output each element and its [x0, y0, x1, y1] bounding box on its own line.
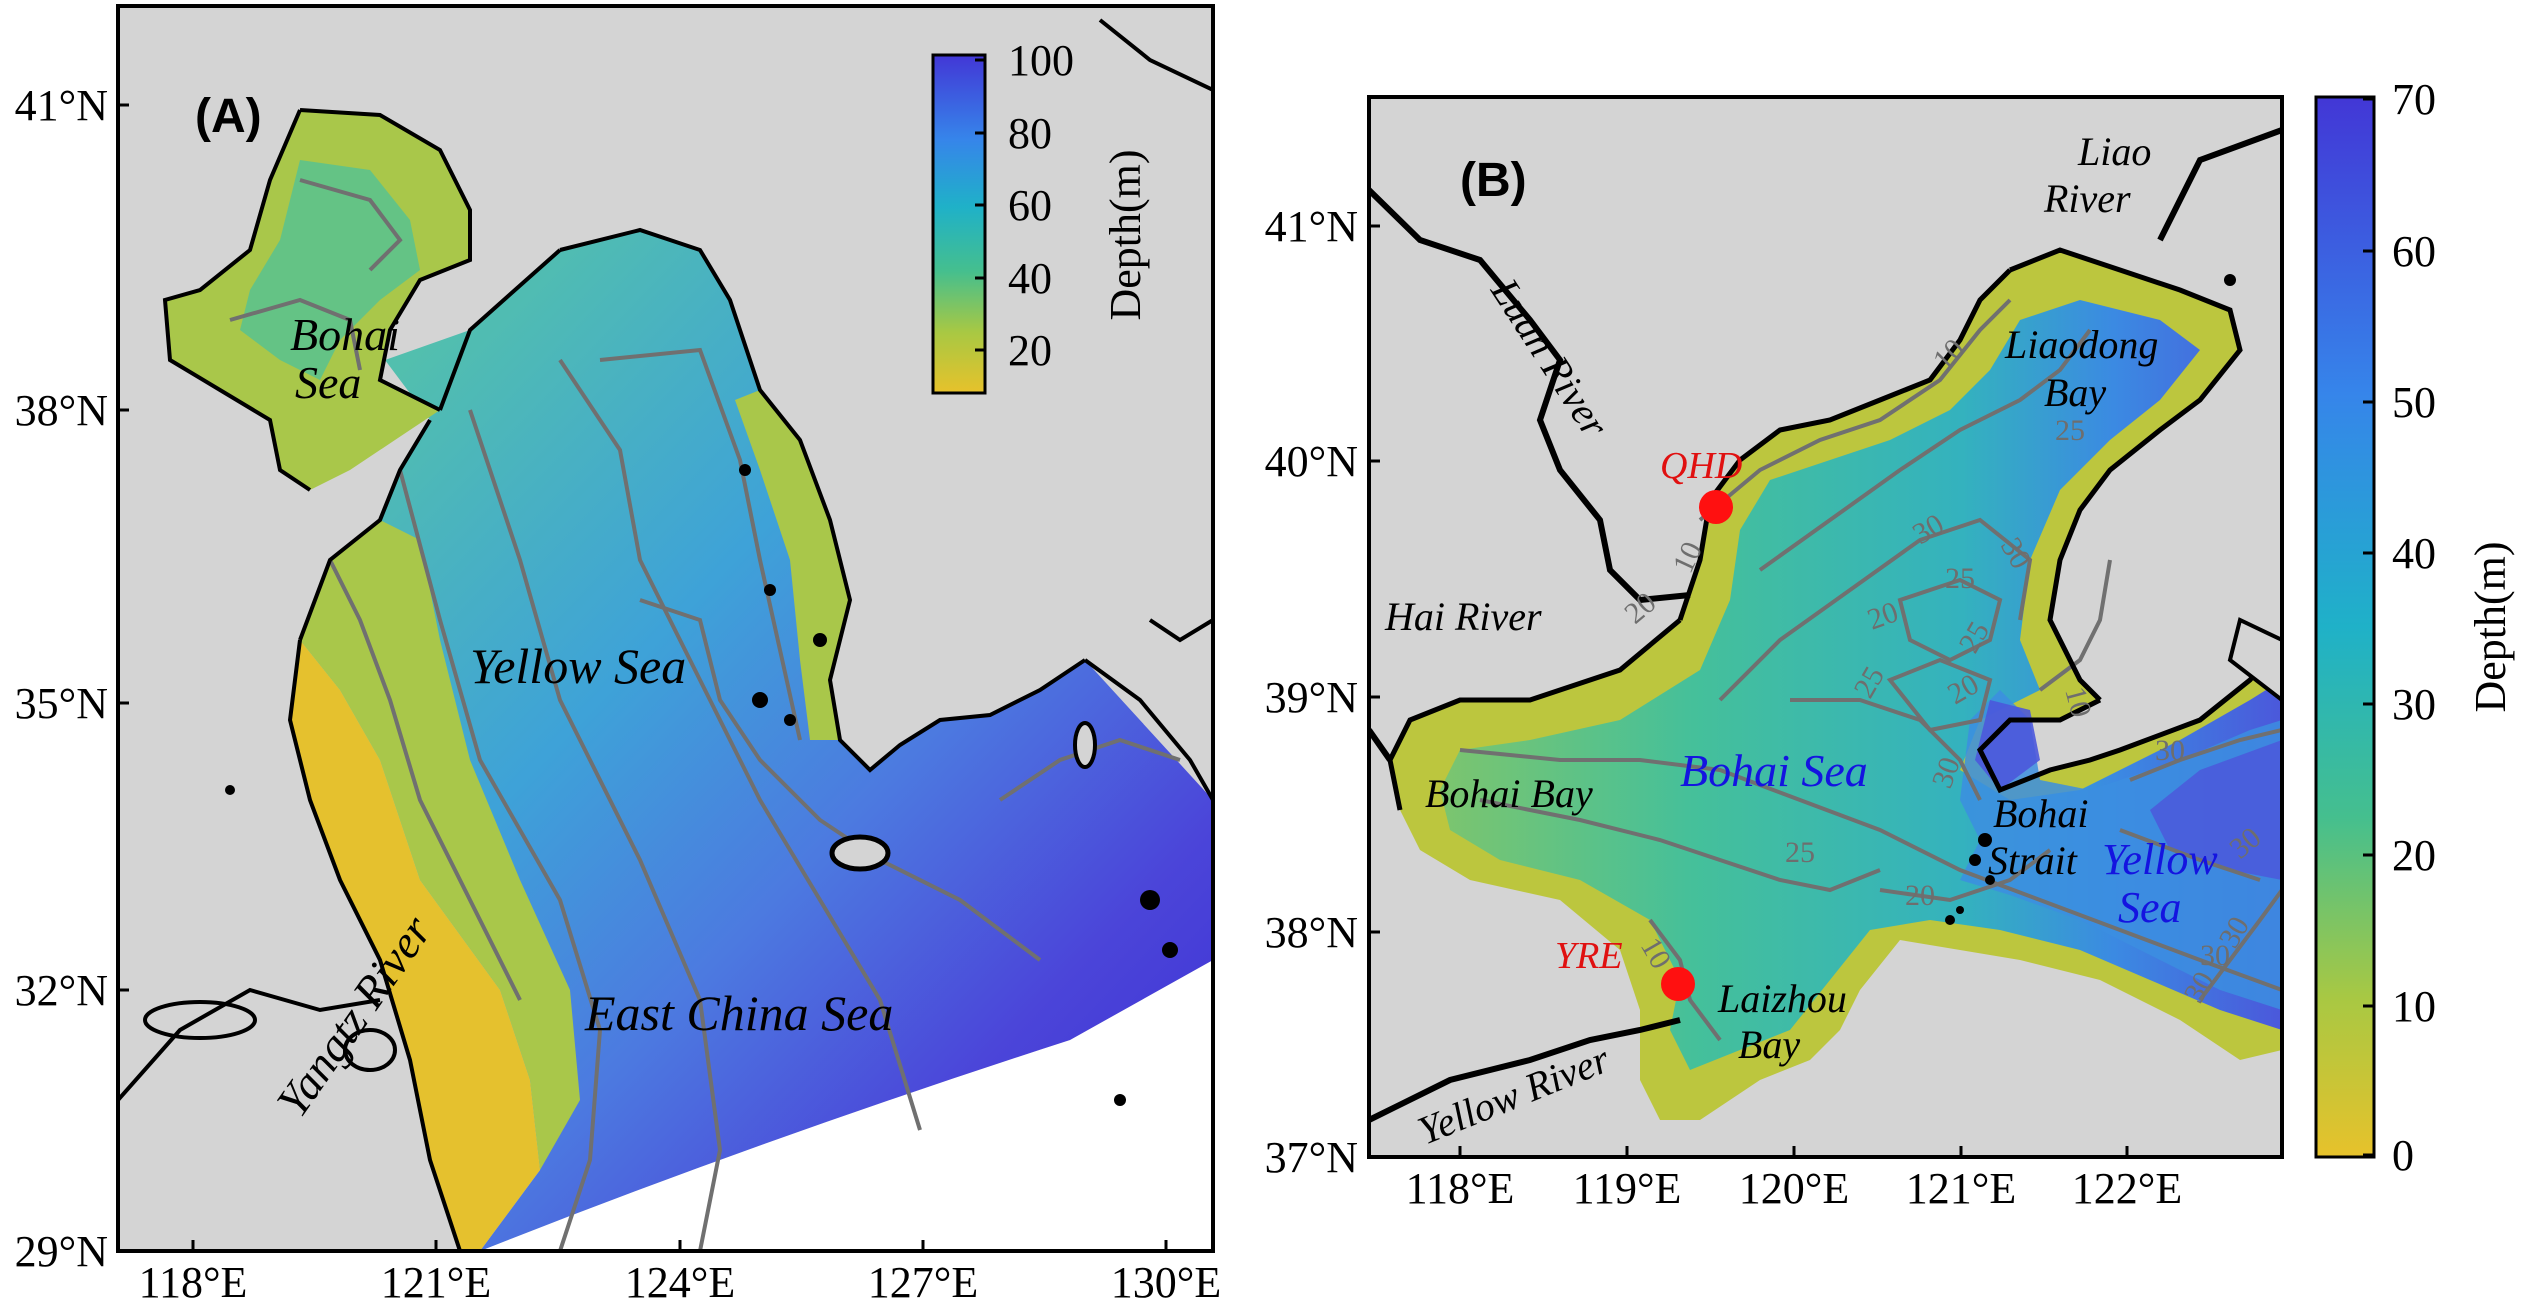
panel-b-colorbar [2314, 95, 2376, 1159]
panel-b-station-yre [1661, 967, 1695, 1001]
panel-b-place-hai-river: Hai River [1384, 594, 1542, 639]
panel-a-lon-tick: 124°E [625, 1258, 735, 1302]
panel-b-rivers [1369, 127, 2282, 1123]
panel-b-place-liaodong-bay: Bay [2044, 370, 2106, 415]
panel-a-lat-tick: 29°N [15, 1227, 108, 1276]
panel-b-lat-tick: 39°N [1265, 673, 1358, 722]
panel-b-station-yre-label: YRE [1555, 935, 1623, 977]
panel-a-lake-2 [343, 1028, 397, 1072]
panel-a-colorbar-ticks [975, 58, 985, 352]
panel-b-place-bohai-strait-2: Strait [1988, 838, 2078, 883]
panel-b-colorbar-tick: 0 [2392, 1131, 2414, 1180]
panel-a-jeju-island [829, 834, 891, 872]
panel-b-lat-tick: 41°N [1265, 202, 1358, 251]
panel-b-colorbar-tick: 60 [2392, 227, 2436, 276]
panel-a-japan-coast [1083, 658, 1213, 801]
panel-a-place-east-china-sea: East China Sea [584, 985, 893, 1041]
panel-a-label: (A) [195, 90, 262, 143]
panel-b-label: (B) [1460, 154, 1527, 207]
panel-b-colorbar-tick: 10 [2392, 982, 2436, 1031]
panel-a-shallow-west [290, 640, 540, 1251]
panel-a-lon-tick: 118°E [139, 1258, 248, 1302]
panel-b-contour-label: 25 [2055, 414, 2085, 447]
panel-b-small-islands [1945, 274, 2236, 925]
panel-a-place-bohai: Bohai [290, 309, 400, 360]
panel-a-lat-tick: 38°N [15, 386, 108, 435]
panel-b-lat-tick: 38°N [1265, 908, 1358, 957]
panel-b-lon-tick: 119°E [1573, 1164, 1682, 1213]
panel-b-contour-label: 20 [1905, 879, 1935, 912]
panel-b-contour-label: 25 [1785, 836, 1815, 869]
panel-a-frame [116, 4, 1215, 1253]
panel-b-colorbar-title: Depth(m) [2466, 541, 2515, 712]
panel-a-lat-tick: 32°N [15, 966, 108, 1015]
panel-b-place-bohai-bay: Bohai Bay [1425, 771, 1593, 816]
panel-a-shallow-midwest [300, 520, 580, 1170]
panel-b-colorbar-tick: 20 [2392, 831, 2436, 880]
panel-a-colorbar-tick: 60 [1008, 181, 1052, 230]
panel-b-tick-marks [1369, 224, 2129, 1159]
panel-a-place-bohai-sea: Sea [295, 357, 361, 408]
panel-b-contour-label: 30 [2155, 734, 2185, 767]
panel-a-lon-tick: 121°E [381, 1258, 491, 1302]
panel-b-colorbar-tick: 50 [2392, 378, 2436, 427]
panel-b-luan-river [1369, 187, 1691, 604]
panel-a: 118°E 121°E 124°E 127°E 130°E 41°N 38°N … [15, 4, 1221, 1302]
panel-b-place-laizhou: Laizhou [1717, 976, 1847, 1021]
panel-a-colorbar-tick: 100 [1008, 36, 1074, 85]
panel-b-liao-river [2157, 127, 2282, 242]
panel-a-coastlines [118, 18, 1213, 1251]
panel-b-frame [1367, 95, 2284, 1159]
panel-b: 118°E 119°E 120°E 121°E 122°E 41°N 40°N … [1265, 75, 2515, 1213]
panel-b-korea-coast [2227, 617, 2282, 702]
panel-a-lon-tick: 130°E [1111, 1258, 1221, 1302]
panel-b-contour-label: 30 [2200, 939, 2230, 972]
panel-a-colorbar-title: Depth(m) [1101, 149, 1150, 320]
panel-b-colorbar-tick: 30 [2392, 680, 2436, 729]
panel-b-place-yellow-sea: Yellow [2102, 835, 2218, 884]
panel-a-contours [229, 178, 1181, 1251]
panel-a-lake [143, 1000, 257, 1040]
panel-a-colorbar-tick: 80 [1008, 109, 1052, 158]
panel-b-colorbar-tick: 40 [2392, 529, 2436, 578]
panel-b-station-qhd [1699, 490, 1733, 524]
panel-b-colorbar-ticks [2363, 97, 2374, 1157]
panel-a-lat-tick: 35°N [15, 679, 108, 728]
panel-b-lon-tick: 120°E [1739, 1164, 1849, 1213]
panel-b-lon-tick: 121°E [1906, 1164, 2016, 1213]
panel-b-place-bohai-strait: Bohai [1993, 791, 2089, 836]
panel-a-colorbar-tick: 20 [1008, 326, 1052, 375]
panel-b-contour-label: 25 [1945, 562, 1975, 595]
panel-b-contours [1459, 298, 2282, 1042]
panel-b-place-liao-river: River [2043, 176, 2131, 221]
panel-a-colorbar-tick: 40 [1008, 254, 1052, 303]
panel-a-outside-domain [480, 960, 1213, 1251]
panel-b-place-liaodong: Liaodong [2004, 322, 2158, 367]
panel-a-lat-tick: 41°N [15, 81, 108, 130]
panel-b-place-yellow-sea-2: Sea [2118, 883, 2182, 932]
panel-b-lon-tick: 122°E [2072, 1164, 2182, 1213]
panel-a-tsushima-island [1073, 721, 1097, 769]
panel-b-yellow-sea-deep [2150, 740, 2282, 880]
panel-a-tick-marks [118, 103, 1168, 1253]
panel-a-colorbar [931, 53, 987, 395]
panel-b-place-liao: Liao [2077, 129, 2151, 174]
panel-a-shallow-korea [735, 390, 850, 740]
panel-b-lon-tick: 118°E [1406, 1164, 1515, 1213]
panel-b-lat-tick: 37°N [1265, 1133, 1358, 1182]
panel-a-lon-tick: 127°E [868, 1258, 978, 1302]
panel-a-bohai-inner [240, 160, 420, 380]
panel-b-lat-tick: 40°N [1265, 437, 1358, 486]
panel-a-small-islands [225, 464, 1178, 1106]
panel-b-place-laizhou-bay: Bay [1738, 1022, 1800, 1067]
panel-b-hai-river [1369, 728, 1393, 762]
panel-b-yellow-river [1369, 1017, 1681, 1123]
panel-b-colorbar-tick: 70 [2392, 75, 2436, 124]
panel-b-station-qhd-label: QHD [1660, 445, 1742, 487]
panel-a-place-yellow-sea: Yellow Sea [470, 638, 686, 694]
panel-b-place-bohai-sea: Bohai Sea [1680, 745, 1868, 796]
